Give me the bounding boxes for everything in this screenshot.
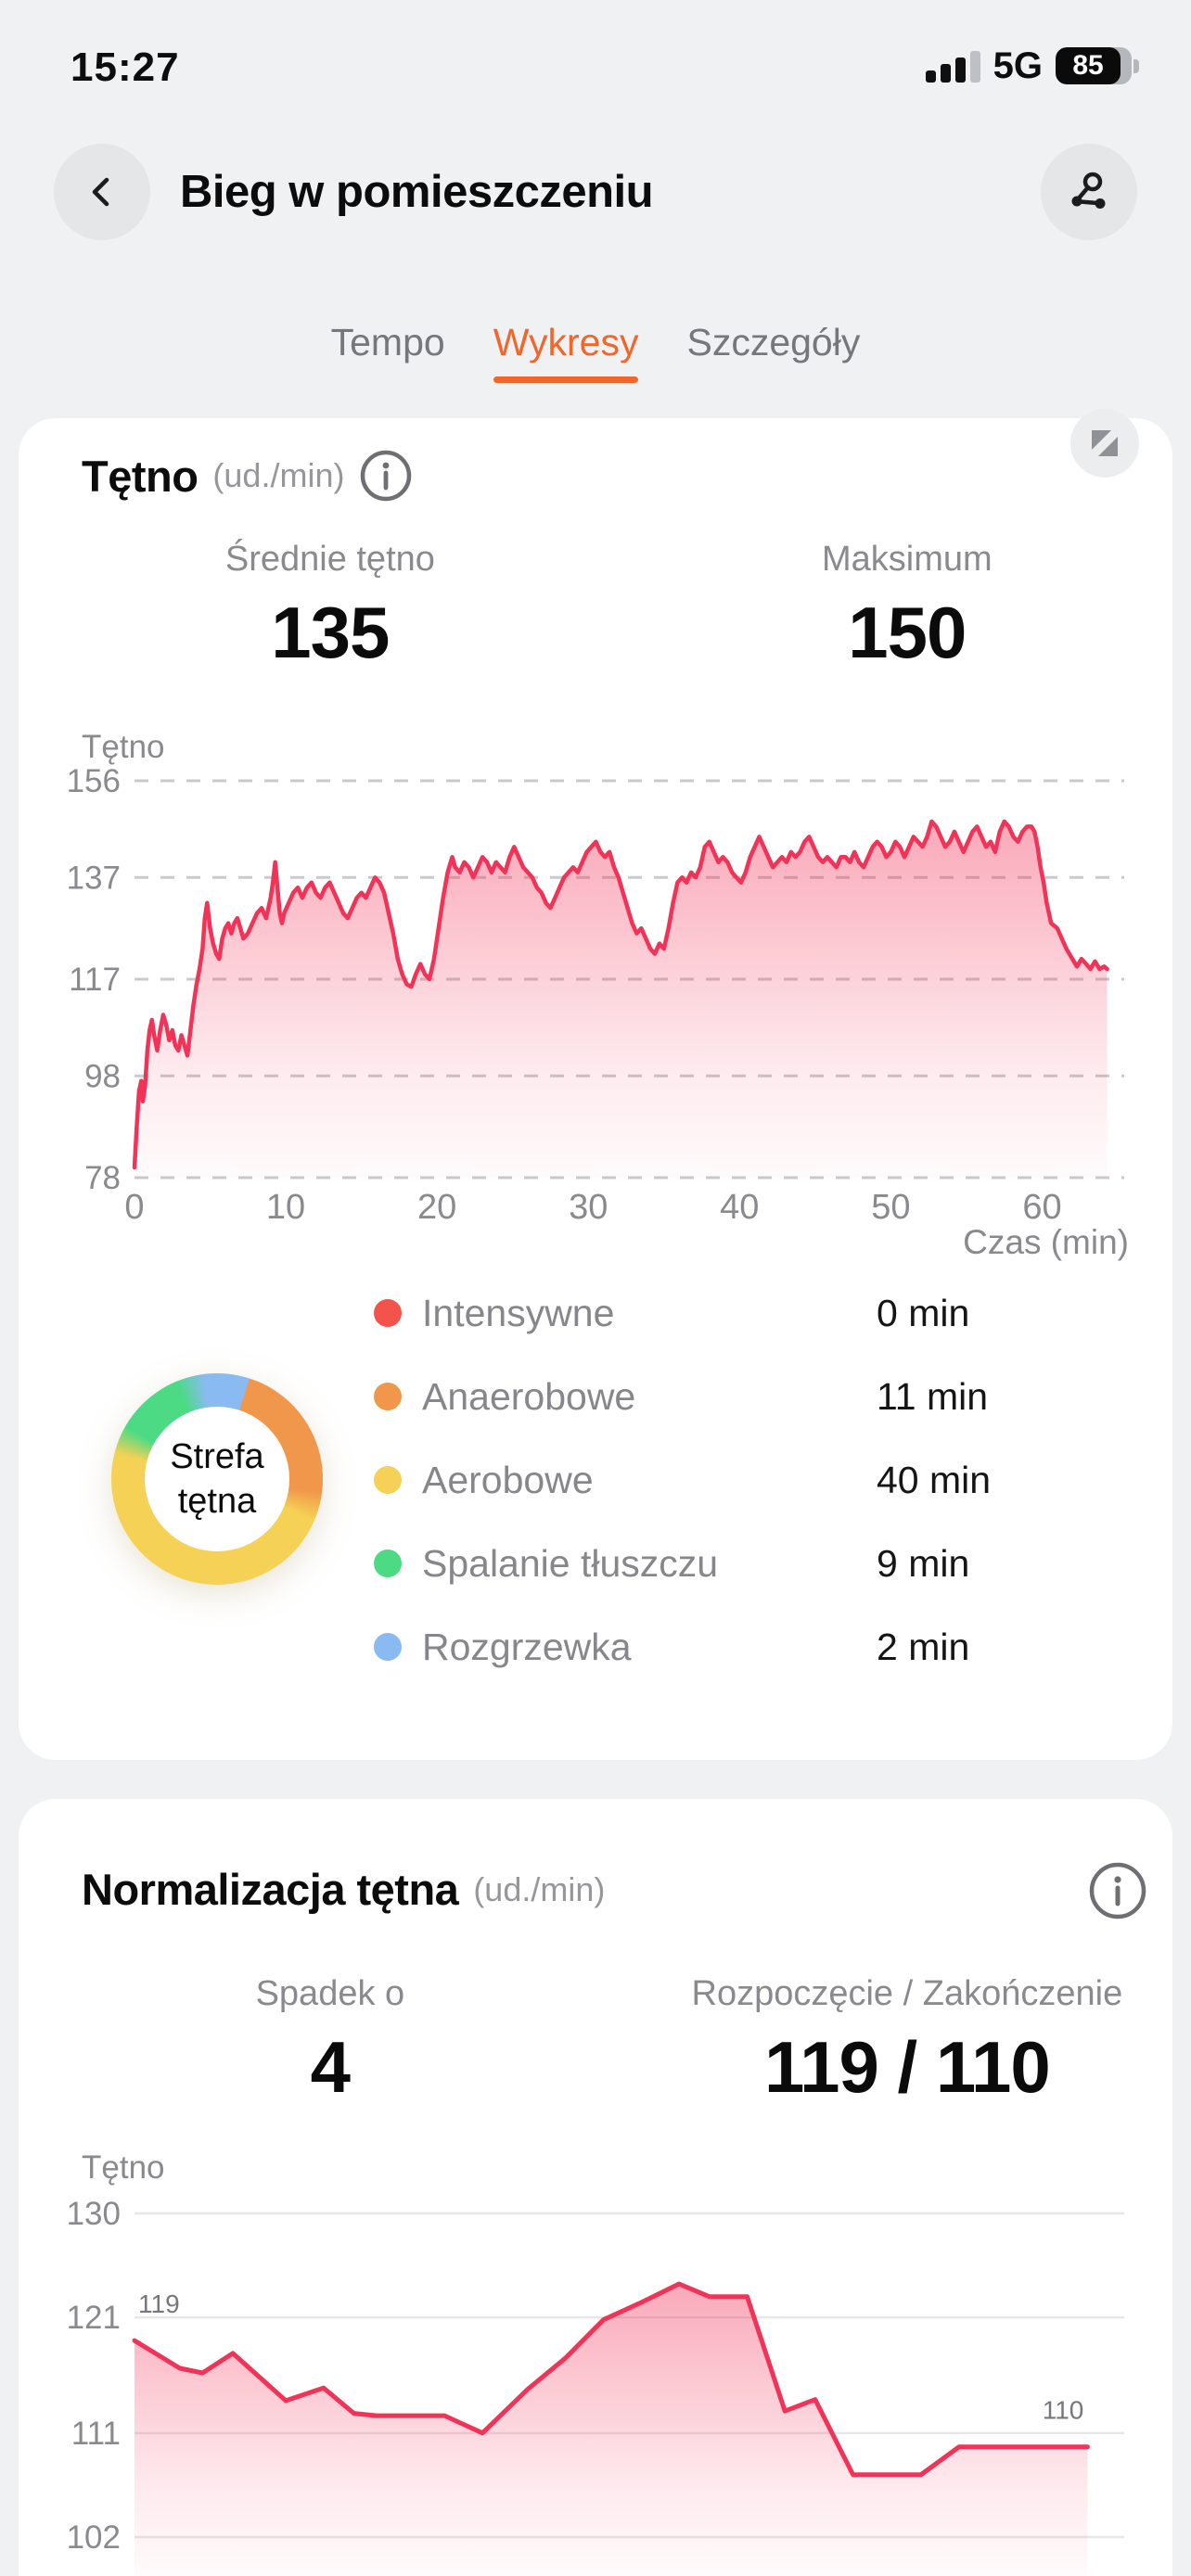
svg-text:Tętno: Tętno bbox=[82, 729, 165, 765]
zone-time: 0 min bbox=[877, 1291, 970, 1334]
svg-text:130: 130 bbox=[67, 2196, 121, 2232]
expand-icon bbox=[1088, 427, 1121, 460]
svg-text:Czas (min): Czas (min) bbox=[963, 1223, 1129, 1261]
zone-row-aerobowe: Aerobowe 40 min bbox=[19, 1438, 1172, 1522]
svg-text:121: 121 bbox=[67, 2300, 121, 2336]
drop-label: Spadek o bbox=[255, 1974, 405, 2013]
svg-text:20: 20 bbox=[417, 1188, 456, 1227]
normalization-info-button[interactable] bbox=[1087, 1860, 1148, 1921]
heart-rate-stats: Średnie tętno 135 Maksimum 150 bbox=[19, 539, 1172, 672]
zone-label: Intensywne bbox=[422, 1291, 615, 1334]
max-hr-label: Maksimum bbox=[822, 540, 992, 579]
svg-text:98: 98 bbox=[84, 1058, 121, 1094]
svg-text:Tętno: Tętno bbox=[82, 2149, 165, 2186]
tab-szczegoly-label: Szczegóły bbox=[686, 321, 861, 363]
svg-text:10: 10 bbox=[266, 1188, 305, 1227]
drop-value: 4 bbox=[310, 2026, 351, 2108]
signal-strength-icon bbox=[925, 49, 980, 83]
header: Bieg w pomieszczeniu bbox=[0, 144, 1191, 242]
normalization-card-title: Normalizacja tętna bbox=[82, 1865, 459, 1914]
hr-normalization-card: Normalizacja tętna (ud./min) Spadek o 4 … bbox=[19, 1799, 1172, 2576]
expand-chart-button[interactable] bbox=[1070, 409, 1139, 478]
status-bar: 15:27 5G 85 bbox=[0, 35, 1191, 96]
tab-wykresy[interactable]: Wykresy bbox=[493, 321, 639, 383]
zone-row-rozgrzewka: Rozgrzewka 2 min bbox=[19, 1605, 1172, 1689]
zone-dot-blue bbox=[374, 1633, 402, 1661]
back-button[interactable] bbox=[54, 144, 150, 240]
zone-dot-green bbox=[374, 1549, 402, 1577]
svg-text:60: 60 bbox=[1022, 1188, 1061, 1227]
svg-text:111: 111 bbox=[71, 2416, 121, 2452]
zone-label: Anaerobowe bbox=[422, 1374, 636, 1418]
battery-percent: 85 bbox=[1056, 47, 1121, 84]
heart-rate-card: Tętno (ud./min) bbox=[19, 409, 1172, 1760]
zone-row-intensywne: Intensywne 0 min bbox=[19, 1271, 1172, 1355]
info-icon bbox=[1087, 1860, 1148, 1921]
hr-zone-donut: Strefa tętna bbox=[111, 1373, 323, 1585]
zone-dot-red bbox=[374, 1299, 402, 1327]
svg-text:119: 119 bbox=[138, 2289, 180, 2318]
active-tab-underline bbox=[493, 376, 639, 383]
battery-icon: 85 bbox=[1056, 47, 1139, 84]
zone-time: 11 min bbox=[877, 1374, 989, 1418]
start-end-label: Rozpoczęcie / Zakończenie bbox=[691, 1974, 1123, 2013]
tab-tempo-label: Tempo bbox=[330, 321, 445, 363]
hr-zone-legend: Intensywne 0 min Anaerobowe 11 min Aerob… bbox=[19, 1271, 1172, 1689]
svg-text:0: 0 bbox=[124, 1188, 144, 1227]
heart-rate-card-title: Tętno bbox=[82, 451, 198, 501]
svg-text:50: 50 bbox=[871, 1188, 910, 1227]
heart-rate-unit: (ud./min) bbox=[212, 456, 345, 494]
normalization-unit: (ud./min) bbox=[473, 1869, 606, 1908]
normalization-chart[interactable]: 130 121 111 102 Tętno 119 110 bbox=[19, 2133, 1172, 2576]
route-share-button[interactable] bbox=[1041, 144, 1137, 240]
svg-text:156: 156 bbox=[67, 763, 121, 799]
status-time: 15:27 bbox=[70, 45, 180, 90]
tab-tempo[interactable]: Tempo bbox=[331, 321, 445, 383]
avg-hr-value: 135 bbox=[271, 592, 390, 673]
svg-text:117: 117 bbox=[69, 962, 121, 998]
svg-text:102: 102 bbox=[67, 2519, 121, 2556]
chevron-left-icon bbox=[82, 172, 122, 212]
zone-time: 9 min bbox=[877, 1541, 970, 1585]
zone-row-spalanie: Spalanie tłuszczu 9 min bbox=[19, 1522, 1172, 1605]
svg-text:78: 78 bbox=[84, 1160, 121, 1196]
heart-rate-info-button[interactable] bbox=[359, 449, 413, 503]
zone-time: 40 min bbox=[877, 1458, 992, 1501]
zone-label: Spalanie tłuszczu bbox=[422, 1541, 719, 1585]
zone-dot-orange bbox=[374, 1383, 402, 1410]
tab-wykresy-label: Wykresy bbox=[493, 321, 639, 363]
svg-text:30: 30 bbox=[569, 1188, 608, 1227]
zone-label: Aerobowe bbox=[422, 1458, 594, 1501]
network-type-label: 5G bbox=[992, 45, 1043, 86]
zone-label: Rozgrzewka bbox=[422, 1625, 632, 1668]
tab-bar: Tempo Wykresy Szczegóły bbox=[0, 321, 1191, 383]
max-hr-value: 150 bbox=[848, 592, 967, 673]
zone-dot-yellow bbox=[374, 1466, 402, 1494]
start-end-value: 119 / 110 bbox=[764, 2026, 1051, 2108]
zone-row-anaerobowe: Anaerobowe 11 min bbox=[19, 1355, 1172, 1438]
route-icon bbox=[1067, 170, 1111, 214]
avg-hr-label: Średnie tętno bbox=[224, 540, 435, 579]
svg-text:40: 40 bbox=[720, 1188, 759, 1227]
normalization-stats: Spadek o 4 Rozpoczęcie / Zakończenie 119… bbox=[19, 1973, 1172, 2107]
hr-zone-donut-label: Strefa tętna bbox=[170, 1437, 264, 1521]
zone-time: 2 min bbox=[877, 1625, 970, 1668]
info-icon bbox=[359, 449, 413, 503]
svg-text:110: 110 bbox=[1043, 2395, 1084, 2424]
svg-text:137: 137 bbox=[67, 860, 121, 896]
page-title: Bieg w pomieszczeniu bbox=[180, 167, 654, 217]
tab-szczegoly[interactable]: Szczegóły bbox=[686, 321, 860, 383]
